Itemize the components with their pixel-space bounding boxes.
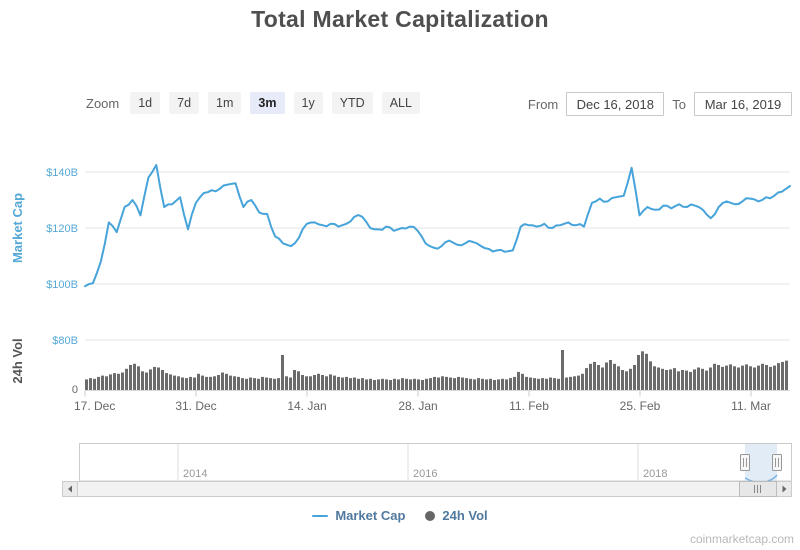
zoom-button-1y[interactable]: 1y [293, 92, 323, 114]
navigator-left-handle[interactable] [740, 454, 750, 471]
from-label: From [527, 96, 559, 112]
scrollbar-left-button[interactable] [62, 481, 78, 497]
zoom-button-all[interactable]: ALL [381, 92, 420, 114]
scrollbar-track[interactable] [62, 481, 792, 497]
ytick-100b: $100B [46, 279, 78, 291]
zoom-button-1d[interactable]: 1d [130, 92, 161, 114]
legend-item-24h-vol[interactable]: 24h Vol [425, 508, 488, 523]
market-cap-line-marker [312, 514, 329, 517]
vol-dot-marker [425, 510, 436, 521]
nav-label-2016: 2016 [413, 468, 437, 480]
zoom-button-7d[interactable]: 7d [169, 92, 200, 114]
legend-item-market-cap[interactable]: Market Cap [312, 508, 405, 523]
navigator-selected-range[interactable] [745, 444, 777, 481]
from-date-input[interactable] [566, 92, 665, 116]
volume-bar-series[interactable] [85, 350, 788, 391]
date-range-toolbar: From To [528, 92, 792, 116]
xtick-31-dec: 31. Dec [175, 399, 216, 413]
xtick-11-feb: 11. Feb [509, 399, 549, 413]
market-cap-axis-title: Market Cap [10, 193, 25, 263]
zoom-button-1m[interactable]: 1m [208, 92, 242, 114]
xtick-17-dec: 17. Dec [74, 399, 115, 413]
nav-label-2014: 2014 [183, 468, 207, 480]
ytick-120b: $120B [46, 223, 78, 235]
scrollbar-thumb[interactable] [739, 481, 777, 497]
to-date-input[interactable] [694, 92, 792, 116]
scrollbar-right-button[interactable] [776, 481, 792, 497]
xtick-25-feb: 25. Feb [620, 399, 661, 413]
navigator-right-handle[interactable] [772, 454, 782, 471]
ytick-140b: $140B [46, 167, 78, 179]
zoom-toolbar: Zoom 1d 7d 1m 3m 1y YTD ALL [86, 92, 420, 114]
market-cap-line-series[interactable] [84, 164, 791, 288]
page-title: Total Market Capitalization [251, 6, 549, 32]
xtick-14-jan: 14. Jan [287, 399, 326, 413]
zoom-button-ytd[interactable]: YTD [331, 92, 373, 114]
zoom-button-3m[interactable]: 3m [250, 92, 285, 114]
legend-label-market-cap: Market Cap [335, 508, 406, 523]
xtick-11-mar: 11. Mar [731, 399, 771, 413]
ytick-80b: $80B [52, 335, 78, 347]
ytick-0: 0 [72, 384, 78, 396]
watermark: coinmarketcap.com [689, 532, 794, 546]
to-label: To [672, 96, 686, 112]
navigator-gridlines [177, 444, 639, 480]
xtick-28-jan: 28. Jan [398, 399, 437, 413]
vol-axis-title: 24h Vol [10, 338, 25, 383]
nav-label-2018: 2018 [643, 468, 667, 480]
legend-label-24h-vol: 24h Vol [442, 508, 488, 523]
zoom-label: Zoom [86, 95, 120, 111]
x-axis-ticks [84, 390, 752, 397]
legend: Market Cap 24h Vol [0, 508, 800, 523]
